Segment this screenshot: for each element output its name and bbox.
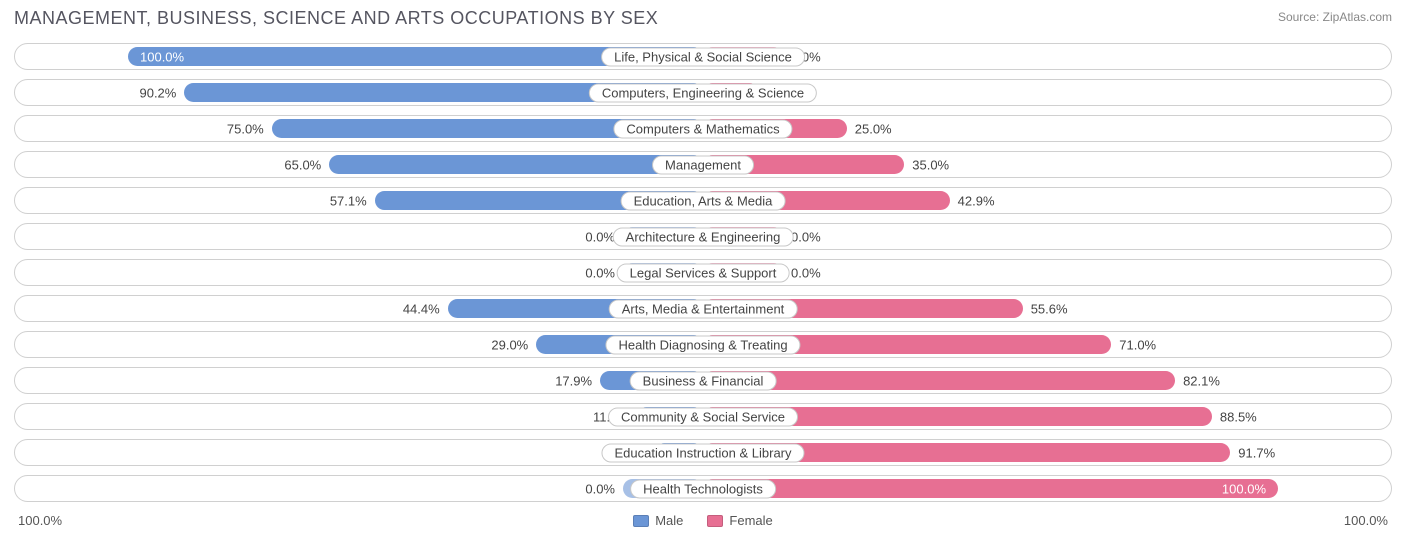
legend-label-male: Male <box>655 513 683 528</box>
pct-female: 100.0% <box>1214 481 1274 496</box>
bar-row: 8.3%91.7%Education Instruction & Library <box>14 439 1392 466</box>
bar-row: 11.5%88.5%Community & Social Service <box>14 403 1392 430</box>
pct-male: 90.2% <box>139 85 176 100</box>
category-pill: Business & Financial <box>630 371 777 390</box>
bar-row: 17.9% 82.1% Business & Financial <box>14 367 1392 394</box>
pct-female: 91.7% <box>1238 445 1275 460</box>
legend-swatch-female <box>707 515 723 527</box>
category-pill: Arts, Media & Entertainment <box>609 299 798 318</box>
pct-male: 0.0% <box>585 481 615 496</box>
category-pill: Education Instruction & Library <box>601 443 804 462</box>
pct-female: 88.5% <box>1220 409 1257 424</box>
chart-legend: Male Female <box>633 513 773 528</box>
bar-female <box>703 479 1278 498</box>
category-pill: Community & Social Service <box>608 407 798 426</box>
bar-row: 29.0% 71.0% Health Diagnosing & Treating <box>14 331 1392 358</box>
pct-male: 65.0% <box>284 157 321 172</box>
bar-row: 65.0% 35.0% Management <box>14 151 1392 178</box>
legend-item-male: Male <box>633 513 683 528</box>
pct-male: 0.0% <box>585 265 615 280</box>
bar-row: 44.4% 55.6% Arts, Media & Entertainment <box>14 295 1392 322</box>
category-pill: Management <box>652 155 754 174</box>
axis-left-label: 100.0% <box>18 513 62 528</box>
pct-female: 0.0% <box>791 229 821 244</box>
pct-female: 42.9% <box>958 193 995 208</box>
bar-row: 0.0% 100.0% Health Technologists <box>14 475 1392 502</box>
pct-female: 35.0% <box>912 157 949 172</box>
chart-header: MANAGEMENT, BUSINESS, SCIENCE AND ARTS O… <box>14 8 1392 29</box>
chart-source: Source: ZipAtlas.com <box>1278 10 1392 24</box>
pct-male: 44.4% <box>403 301 440 316</box>
category-pill: Legal Services & Support <box>617 263 790 282</box>
pct-female: 25.0% <box>855 121 892 136</box>
legend-item-female: Female <box>707 513 772 528</box>
bar-row: 75.0% 25.0% Computers & Mathematics <box>14 115 1392 142</box>
chart-rows: 100.0% 0.0% Life, Physical & Social Scienc… <box>14 39 1392 502</box>
pct-male: 0.0% <box>585 229 615 244</box>
legend-swatch-male <box>633 515 649 527</box>
chart-footer: 100.0% Male Female 100.0% <box>14 511 1392 528</box>
category-pill: Life, Physical & Social Science <box>601 47 805 66</box>
pct-male: 17.9% <box>555 373 592 388</box>
axis-right-label: 100.0% <box>1344 513 1388 528</box>
pct-male: 29.0% <box>491 337 528 352</box>
pct-female: 55.6% <box>1031 301 1068 316</box>
category-pill: Architecture & Engineering <box>613 227 794 246</box>
pct-male: 75.0% <box>227 121 264 136</box>
pct-female: 71.0% <box>1119 337 1156 352</box>
bar-row: 90.2%9.8%Computers, Engineering & Scienc… <box>14 79 1392 106</box>
category-pill: Health Technologists <box>630 479 776 498</box>
bar-row: 57.1% 42.9% Education, Arts & Media <box>14 187 1392 214</box>
bar-row: 0.0% 0.0%Architecture & Engineering <box>14 223 1392 250</box>
category-pill: Computers & Mathematics <box>613 119 792 138</box>
pct-female: 0.0% <box>791 265 821 280</box>
bar-male <box>329 155 703 174</box>
chart-container: MANAGEMENT, BUSINESS, SCIENCE AND ARTS O… <box>0 0 1406 559</box>
pct-male: 100.0% <box>132 49 192 64</box>
category-pill: Health Diagnosing & Treating <box>605 335 800 354</box>
chart-title: MANAGEMENT, BUSINESS, SCIENCE AND ARTS O… <box>14 8 658 29</box>
pct-female: 82.1% <box>1183 373 1220 388</box>
bar-row: 100.0%0.0%Life, Physical & Social Scienc… <box>14 43 1392 70</box>
category-pill: Education, Arts & Media <box>621 191 786 210</box>
legend-label-female: Female <box>729 513 772 528</box>
bar-row: 0.0% 0.0%Legal Services & Support <box>14 259 1392 286</box>
pct-male: 57.1% <box>330 193 367 208</box>
category-pill: Computers, Engineering & Science <box>589 83 817 102</box>
